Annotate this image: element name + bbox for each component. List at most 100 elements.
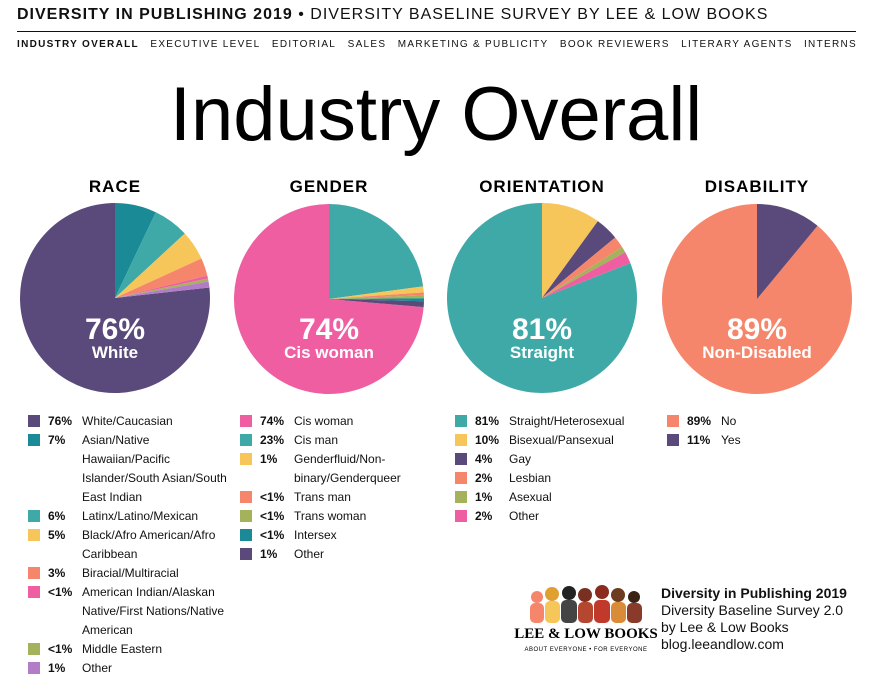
legend-label: Trans man: [294, 490, 351, 504]
pie-title: GENDER: [290, 177, 369, 196]
legend-item: 76% White/Caucasian: [28, 412, 232, 431]
legend-value: 3%: [48, 566, 66, 580]
legend-label: Other: [509, 509, 540, 523]
legend-item: <1% Middle Eastern: [28, 640, 232, 659]
legend-swatch: [28, 567, 40, 579]
header-separator: •: [298, 6, 305, 23]
legend-label: Other: [82, 661, 113, 675]
legend-swatch: [28, 643, 40, 655]
legend-label: Asexual: [509, 490, 552, 504]
legend-label: White/Caucasian: [82, 414, 173, 428]
footer-line: blog.leeandlow.com: [661, 636, 784, 652]
legend-swatch: [240, 491, 252, 503]
legend-swatch: [28, 586, 40, 598]
legend-swatch: [28, 662, 40, 674]
legend-value: 10%: [475, 433, 500, 447]
legend-label: Biracial/Multiracial: [82, 566, 179, 580]
footer-line: Diversity in Publishing 2019: [661, 585, 847, 601]
header-title: DIVERSITY IN PUBLISHING 2019: [17, 6, 293, 23]
legend-swatch: [455, 510, 467, 522]
center-label: White: [92, 343, 138, 362]
pie-slice: [447, 203, 638, 393]
legend-swatch: [240, 453, 252, 465]
legend-value: <1%: [260, 528, 285, 542]
legend-label: Latinx/Latino/Mexican: [82, 509, 199, 523]
center-value: 74%: [299, 313, 359, 346]
header-subtitle: DIVERSITY BASELINE SURVEY BY LEE & LOW B…: [310, 6, 769, 23]
legend-item: <1% American Indian/Alaskan Native/First …: [28, 583, 232, 640]
legend-item: <1% Trans man: [240, 488, 444, 507]
nav-item[interactable]: BOOK REVIEWERS: [559, 39, 670, 50]
legend-item: 1% Other: [28, 659, 232, 678]
legend-item: <1% Trans woman: [240, 507, 444, 526]
legend-item: 5% Black/Afro American/Afro Caribbean: [28, 526, 232, 564]
center-label: Straight: [510, 343, 575, 362]
pie-slice: [542, 221, 616, 298]
legend-swatch: [455, 415, 467, 427]
legend-label: American Indian/Alaskan Native/First Nat…: [82, 585, 225, 637]
legend: 81% Straight/Heterosexual 10% Bisexual/Pans…: [455, 412, 659, 526]
legend-item: 11% Yes: [667, 431, 871, 450]
pie-slice: [20, 203, 211, 394]
legend-value: 5%: [48, 528, 66, 542]
pie-slice: [542, 247, 626, 298]
legend-swatch: [240, 510, 252, 522]
legend-value: 2%: [475, 509, 493, 523]
legend-swatch: [455, 453, 467, 465]
legend-label: Genderfluid/Non-binary/Genderqueer: [294, 452, 401, 485]
legend-item: 23% Cis man: [240, 431, 444, 450]
footer-line: Diversity Baseline Survey 2.0: [661, 602, 844, 618]
pie-slice: [115, 278, 209, 298]
nav-item[interactable]: INDUSTRY OVERALL: [17, 39, 139, 50]
legend-value: 7%: [48, 433, 66, 447]
nav-item[interactable]: EDITORIAL: [271, 39, 337, 50]
legend-item: 6% Latinx/Latino/Mexican: [28, 507, 232, 526]
pie-slice: [542, 252, 631, 298]
center-label: Non-Disabled: [702, 343, 812, 362]
legend-swatch: [667, 415, 679, 427]
legend-item: 10% Bisexual/Pansexual: [455, 431, 659, 450]
nav: INDUSTRY OVERALL EXECUTIVE LEVEL EDITORIAL…: [17, 39, 857, 50]
legend-label: Cis man: [294, 433, 339, 447]
legend-value: <1%: [48, 585, 73, 599]
legend-label: Lesbian: [509, 471, 552, 485]
legend-label: Black/Afro American/Afro Caribbean: [82, 528, 216, 561]
legend-item: 89% No: [667, 412, 871, 431]
footer-text: Diversity in Publishing 2019 Diversity Ba…: [661, 585, 847, 653]
legend-swatch: [240, 548, 252, 560]
legend-value: 1%: [260, 452, 278, 466]
pie-slice: [115, 258, 208, 298]
legend-swatch: [455, 491, 467, 503]
legend-value: 2%: [475, 471, 493, 485]
nav-item[interactable]: SALES: [347, 39, 387, 50]
pie-title: RACE: [89, 177, 141, 196]
pie-slice: [329, 295, 424, 299]
pie-slice: [115, 233, 202, 298]
nav-item[interactable]: LITERARY AGENTS: [681, 39, 793, 50]
legend-label: Middle Eastern: [82, 642, 163, 656]
logo-figures: [530, 585, 642, 623]
pie-slice: [329, 299, 424, 308]
legend-label: Other: [294, 547, 325, 561]
legend-swatch: [455, 472, 467, 484]
center-value: 89%: [727, 313, 787, 346]
nav-item[interactable]: INTERNS: [803, 39, 857, 50]
pie-slice: [115, 203, 156, 298]
page-title: Industry Overall: [170, 72, 702, 157]
legend-item: 4% Gay: [455, 450, 659, 469]
legend-item: 74% Cis woman: [240, 412, 444, 431]
legend-item: 2% Other: [455, 507, 659, 526]
legend: 74% Cis woman 23% Cis man 1% Genderfluid/Non-…: [240, 412, 444, 564]
legend-value: 11%: [687, 433, 711, 447]
pie-slice: [115, 275, 208, 298]
nav-item[interactable]: EXECUTIVE LEVEL: [150, 39, 261, 50]
pie-slice: [329, 286, 424, 299]
legend-label: Intersex: [294, 528, 337, 542]
legend-value: 1%: [475, 490, 493, 504]
legend-swatch: [28, 529, 40, 541]
pie-slice: [115, 281, 210, 298]
legend-label: Trans woman: [294, 509, 367, 523]
legend-swatch: [667, 434, 679, 446]
nav-item[interactable]: MARKETING & PUBLICITY: [397, 39, 549, 50]
